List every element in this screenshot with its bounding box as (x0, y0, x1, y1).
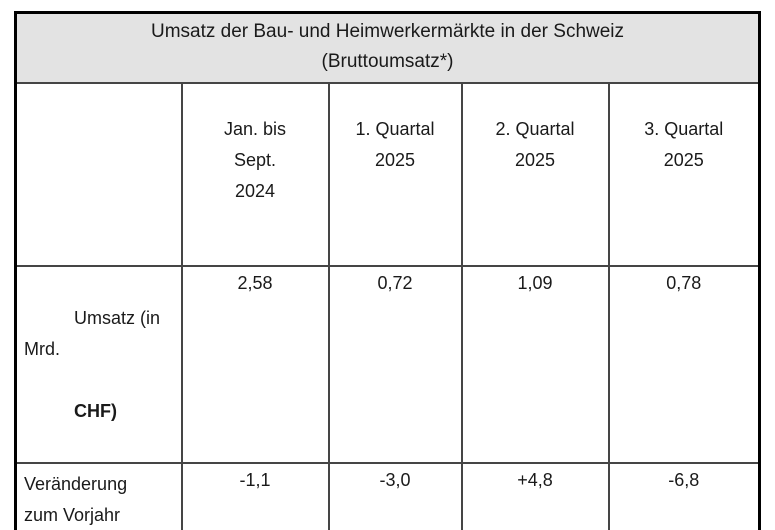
column-header-q1-2025: 1. Quartal 2025 (327, 82, 463, 267)
table-title-line1: Umsatz der Bau- und Heimwerkermärkte in … (150, 21, 625, 42)
column-header-q2-2025: 2. Quartal 2025 (460, 82, 610, 267)
table-title-line2: (Bruttoumsatz*) (321, 51, 454, 72)
column-header-q3-2025: 3. Quartal 2025 (607, 82, 761, 267)
row-label-umsatz-line1: Umsatz (in Mrd. (24, 308, 166, 359)
row-label-veraenderung-prozent: Veränderung zum Vorjahr (in Prozent) (14, 462, 183, 530)
row-label-umsatz-line2: CHF) (74, 401, 118, 421)
umsatz-value-q2-2025: 1,09 (460, 265, 610, 464)
column-header-jan-sept-2024: Jan. bis Sept. 2024 (180, 82, 330, 267)
umsatz-value-q3-2025: 0,78 (607, 265, 761, 464)
title-row: Umsatz der Bau- und Heimwerkermärkte in … (14, 11, 761, 84)
table-row-umsatz: Umsatz (in Mrd. CHF) 2,58 0,72 1,09 0,78 (14, 265, 761, 464)
veraenderung-value-q2-2025: +4,8 (460, 462, 610, 530)
revenue-table: Umsatz der Bau- und Heimwerkermärkte in … (14, 11, 761, 530)
header-empty-cell (14, 82, 183, 267)
umsatz-value-jan-sept-2024: 2,58 (180, 265, 330, 464)
row-label-umsatz: Umsatz (in Mrd. CHF) (14, 265, 183, 464)
table-title: Umsatz der Bau- und Heimwerkermärkte in … (14, 11, 761, 84)
veraenderung-value-q1-2025: -3,0 (327, 462, 463, 530)
veraenderung-value-q3-2025: -6,8 (607, 462, 761, 530)
header-row: Jan. bis Sept. 2024 1. Quartal 2025 2. Q… (14, 82, 761, 267)
veraenderung-value-jan-sept-2024: -1,1 (180, 462, 330, 530)
umsatz-value-q1-2025: 0,72 (327, 265, 463, 464)
table-row-veraenderung-prozent: Veränderung zum Vorjahr (in Prozent) -1,… (14, 462, 761, 530)
